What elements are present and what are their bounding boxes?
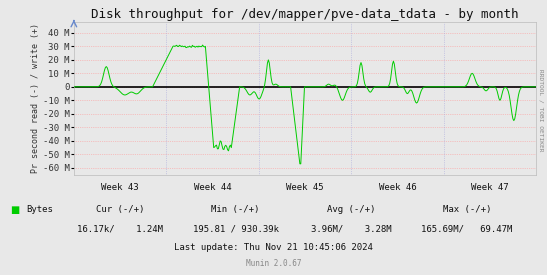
Text: 195.81 / 930.39k: 195.81 / 930.39k xyxy=(193,224,278,233)
Text: ■: ■ xyxy=(10,205,19,215)
Text: 165.69M/   69.47M: 165.69M/ 69.47M xyxy=(421,224,513,233)
Text: Week 47: Week 47 xyxy=(471,183,509,192)
Text: Munin 2.0.67: Munin 2.0.67 xyxy=(246,259,301,268)
Y-axis label: Pr second read (-) / write (+): Pr second read (-) / write (+) xyxy=(31,23,40,173)
Text: Max (-/+): Max (-/+) xyxy=(443,205,491,214)
Text: Week 46: Week 46 xyxy=(379,183,416,192)
Text: Avg (-/+): Avg (-/+) xyxy=(327,205,375,214)
Text: 16.17k/    1.24M: 16.17k/ 1.24M xyxy=(77,224,163,233)
Text: Week 43: Week 43 xyxy=(101,183,139,192)
Text: 3.96M/    3.28M: 3.96M/ 3.28M xyxy=(311,224,392,233)
Text: Week 44: Week 44 xyxy=(194,183,231,192)
Text: Min (-/+): Min (-/+) xyxy=(212,205,260,214)
Text: RRDTOOL / TOBI OETIKER: RRDTOOL / TOBI OETIKER xyxy=(538,69,543,151)
Text: Last update: Thu Nov 21 10:45:06 2024: Last update: Thu Nov 21 10:45:06 2024 xyxy=(174,243,373,252)
Text: Bytes: Bytes xyxy=(26,205,53,214)
Title: Disk throughput for /dev/mapper/pve-data_tdata - by month: Disk throughput for /dev/mapper/pve-data… xyxy=(91,8,519,21)
Text: Week 45: Week 45 xyxy=(286,183,324,192)
Text: Cur (-/+): Cur (-/+) xyxy=(96,205,144,214)
